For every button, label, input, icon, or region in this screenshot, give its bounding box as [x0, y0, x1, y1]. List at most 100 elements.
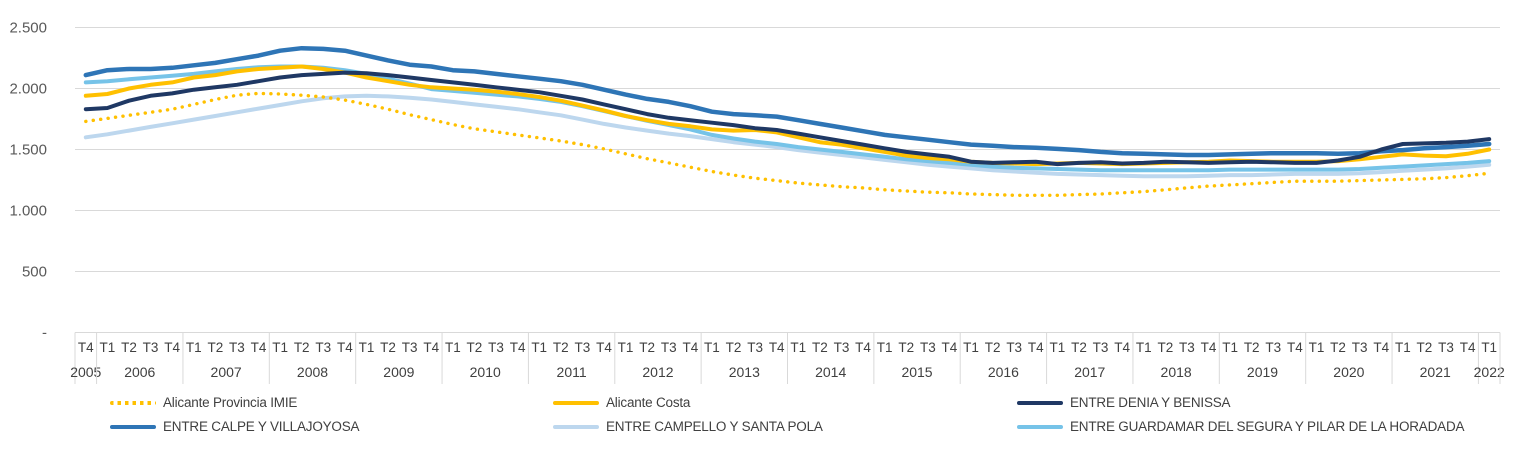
line-swatch-icon — [1017, 400, 1063, 405]
x-axis-quarter-label: T1 — [618, 340, 634, 355]
chart-legend: Alicante Provincia IMIE ENTRE CALPE Y VI… — [0, 394, 1520, 454]
legend-item-alicante-provincia-imie: Alicante Provincia IMIE — [110, 394, 359, 411]
dotted-line-swatch-icon — [110, 400, 156, 405]
x-axis-year-label: 2021 — [1420, 364, 1451, 380]
x-axis-quarter-label: T1 — [1136, 340, 1152, 355]
legend-label: Alicante Costa — [606, 395, 691, 410]
x-axis-year-label: 2005 — [70, 364, 101, 380]
x-axis-quarter-label: T3 — [143, 340, 159, 355]
legend-label: ENTRE CAMPELLO Y SANTA POLA — [606, 419, 823, 434]
x-axis-quarter-label: T4 — [251, 340, 267, 355]
x-axis-year-label: 2008 — [297, 364, 328, 380]
x-axis-quarter-label: T1 — [1395, 340, 1411, 355]
x-axis-year-label: 2020 — [1333, 364, 1364, 380]
legend-item-entre-campello-y-santa-pola: ENTRE CAMPELLO Y SANTA POLA — [553, 418, 823, 435]
line-swatch-icon — [1017, 424, 1063, 429]
x-axis-year-label: 2018 — [1161, 364, 1192, 380]
x-axis-year-label: 2022 — [1474, 364, 1505, 380]
x-axis-quarter-label: T1 — [1050, 340, 1066, 355]
x-axis-quarter-label: T4 — [510, 340, 526, 355]
x-axis-quarter-label: T4 — [855, 340, 871, 355]
x-axis-quarter-label: T2 — [207, 340, 223, 355]
x-axis-year-label: 2017 — [1074, 364, 1105, 380]
x-axis-quarter-label: T4 — [1028, 340, 1044, 355]
x-axis-quarter-label: T2 — [1157, 340, 1173, 355]
legend-column-3: ENTRE DENIA Y BENISSA ENTRE GUARDAMAR DE… — [1017, 394, 1465, 435]
x-axis-quarter-label: T1 — [359, 340, 375, 355]
x-axis-quarter-label: T1 — [1481, 340, 1497, 355]
line-swatch-icon — [553, 424, 599, 429]
x-axis-quarter-label: T1 — [272, 340, 288, 355]
x-axis-quarter-label: T2 — [553, 340, 569, 355]
x-axis-quarter-label: T3 — [575, 340, 591, 355]
x-axis-quarter-label: T3 — [1438, 340, 1454, 355]
x-axis-quarter-label: T3 — [1006, 340, 1022, 355]
series-line-alicante-provincia-imie — [84, 91, 1491, 198]
series-line-entre-campello-y-santa-pola — [83, 93, 1492, 179]
x-axis-quarter-label: T4 — [596, 340, 612, 355]
x-axis-quarter-label: T4 — [942, 340, 958, 355]
x-axis-year-label: 2012 — [642, 364, 673, 380]
x-axis-quarter-label: T3 — [834, 340, 850, 355]
x-axis-quarter-label: T3 — [315, 340, 331, 355]
x-axis-quarter-label: T2 — [467, 340, 483, 355]
y-axis-tick-label: 500 — [22, 264, 47, 281]
x-axis-quarter-label: T3 — [488, 340, 504, 355]
x-axis-year-label: 2019 — [1247, 364, 1278, 380]
x-axis-quarter-label: T1 — [963, 340, 979, 355]
x-axis-year-label: 2016 — [988, 364, 1019, 380]
x-axis-quarter-label: T4 — [1460, 340, 1476, 355]
y-axis-tick-label: 1.000 — [9, 203, 47, 220]
series-line-entre-calpe-y-villajoyosa — [83, 45, 1492, 158]
x-axis-year-label: 2010 — [470, 364, 501, 380]
legend-item-entre-guardamar-pilar-horadada: ENTRE GUARDAMAR DEL SEGURA Y PILAR DE LA… — [1017, 418, 1465, 435]
x-axis-quarter-label: T1 — [186, 340, 202, 355]
x-axis-year-label: 2014 — [815, 364, 846, 380]
x-axis-quarter-label: T3 — [1179, 340, 1195, 355]
x-axis-quarter-label: T1 — [100, 340, 116, 355]
x-axis-quarter-label: T2 — [294, 340, 310, 355]
x-axis-quarter-label: T1 — [877, 340, 893, 355]
x-axis-quarter-label: T2 — [1417, 340, 1433, 355]
legend-item-alicante-costa: Alicante Costa — [553, 394, 823, 411]
legend-column-2: Alicante Costa ENTRE CAMPELLO Y SANTA PO… — [553, 394, 823, 435]
x-axis-quarter-label: T4 — [337, 340, 353, 355]
x-axis-year-label: 2011 — [557, 364, 587, 380]
x-axis-quarter-label: T1 — [704, 340, 720, 355]
x-axis-quarter-label: T2 — [812, 340, 828, 355]
y-axis-tick-label: - — [42, 325, 47, 342]
x-axis-year-label: 2006 — [124, 364, 155, 380]
legend-label: Alicante Provincia IMIE — [163, 395, 298, 410]
x-axis-quarter-label: T2 — [1071, 340, 1087, 355]
legend-label: ENTRE GUARDAMAR DEL SEGURA Y PILAR DE LA… — [1070, 419, 1465, 434]
x-axis-quarter-label: T4 — [1373, 340, 1389, 355]
legend-item-entre-denia-y-benissa: ENTRE DENIA Y BENISSA — [1017, 394, 1464, 411]
x-axis-quarter-label: T2 — [380, 340, 396, 355]
x-axis-quarter-label: T2 — [121, 340, 137, 355]
x-axis-quarter-label: T2 — [898, 340, 914, 355]
x-axis-quarter-label: T3 — [229, 340, 245, 355]
x-axis-quarter-label: T2 — [639, 340, 655, 355]
legend-column-1: Alicante Provincia IMIE ENTRE CALPE Y VI… — [110, 394, 360, 435]
x-axis-quarter-label: T1 — [445, 340, 461, 355]
x-axis-quarter-label: T3 — [402, 340, 418, 355]
x-axis-quarter-label: T4 — [769, 340, 785, 355]
y-axis-tick-label: 1.500 — [9, 142, 47, 159]
x-axis-year-label: 2007 — [211, 364, 242, 380]
x-axis-quarter-label: T4 — [1201, 340, 1217, 355]
imie-line-chart: 2.500 2.000 1.500 1.000 500 - T4 2005 T1 T2 T3 T4 20… — [9, 20, 1505, 384]
x-axis-quarter-label: T4 — [78, 340, 94, 355]
series-line-entre-denia-y-benissa — [83, 70, 1492, 167]
x-axis-year-label: 2015 — [901, 364, 932, 380]
x-axis-quarter-label: T4 — [423, 340, 439, 355]
x-axis-quarter-label: T3 — [747, 340, 763, 355]
x-axis-quarter-label: T1 — [531, 340, 547, 355]
x-axis-year-label: 2013 — [729, 364, 760, 380]
x-axis-quarter-label: T3 — [661, 340, 677, 355]
x-axis-quarter-label: T3 — [1352, 340, 1368, 355]
x-axis-quarter-label: T4 — [1287, 340, 1303, 355]
x-axis-quarter-label: T1 — [1309, 340, 1325, 355]
x-axis-quarter-label: T3 — [1093, 340, 1109, 355]
x-axis-quarter-label: T2 — [1244, 340, 1260, 355]
x-axis-quarter-label: T1 — [790, 340, 806, 355]
